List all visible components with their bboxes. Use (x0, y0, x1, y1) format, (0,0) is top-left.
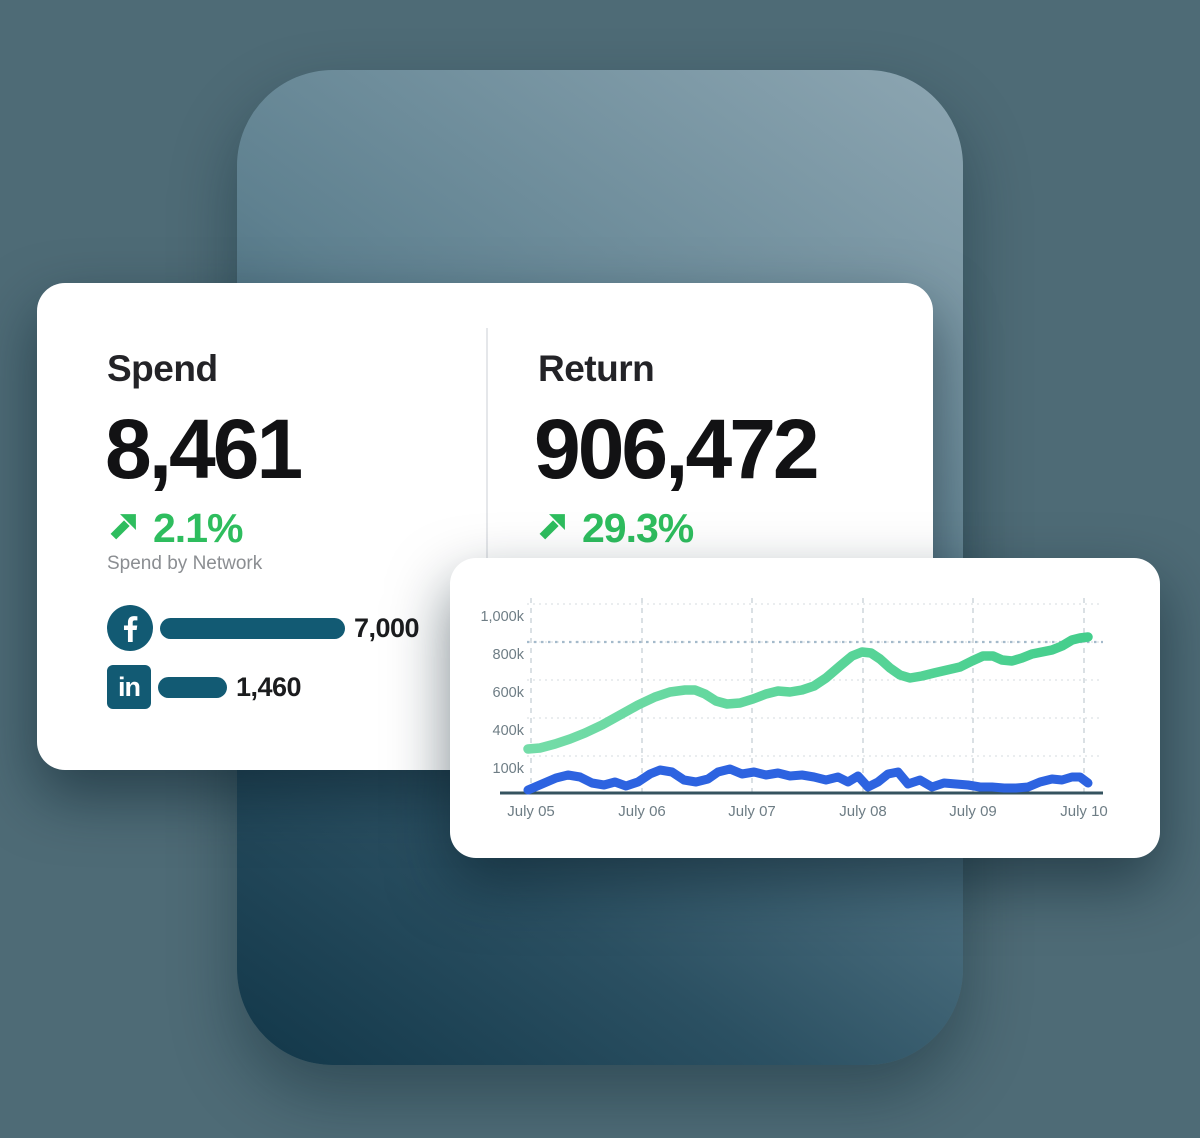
x-tick-label: July 06 (618, 803, 666, 820)
x-tick-label: July 10 (1060, 803, 1108, 820)
y-tick-label: 800k (493, 647, 525, 663)
linkedin-icon: in (107, 665, 151, 709)
section-divider (486, 328, 488, 628)
spend-trend: 2.1% (107, 504, 243, 551)
network-row-facebook: 7,000 (107, 605, 420, 651)
return-series-line (523, 632, 1093, 754)
return-title: Return (538, 347, 655, 389)
chart-card: 1,000k 800k 600k 400k 100k July 05 July 06 July… (450, 558, 1160, 858)
return-trend-value: 29.3% (582, 504, 694, 551)
x-tick-label: July 05 (507, 803, 555, 820)
trend-up-icon (107, 509, 141, 548)
stats-card: Spend 8,461 2.1% Spend by Network 7,000 (37, 283, 933, 770)
x-tick-label: July 09 (949, 803, 997, 820)
return-value: 906,472 (534, 402, 820, 496)
y-tick-label: 1,000k (480, 609, 524, 625)
trend-up-icon (536, 509, 570, 548)
linkedin-spend-value: 1,460 (236, 671, 302, 702)
x-tick-label: July 07 (728, 803, 776, 820)
facebook-spend-value: 7,000 (354, 612, 420, 643)
spend-by-network-label: Spend by Network (107, 553, 263, 574)
facebook-spend-bar (160, 617, 345, 639)
spend-return-line-chart: 1,000k 800k 600k 400k 100k July 05 July 06 July… (480, 598, 1108, 820)
return-trend: 29.3% (536, 504, 694, 551)
y-tick-label: 600k (493, 685, 525, 701)
spend-trend-value: 2.1% (153, 504, 243, 551)
spend-title: Spend (107, 347, 218, 389)
facebook-icon (107, 605, 153, 651)
y-tick-label: 400k (493, 723, 525, 739)
linkedin-spend-bar (158, 676, 227, 698)
x-tick-label: July 08 (839, 803, 887, 820)
spend-series-line (523, 764, 1093, 795)
network-row-linkedin: in 1,460 (107, 664, 302, 710)
y-tick-label: 100k (493, 761, 525, 777)
spend-value: 8,461 (105, 402, 303, 496)
